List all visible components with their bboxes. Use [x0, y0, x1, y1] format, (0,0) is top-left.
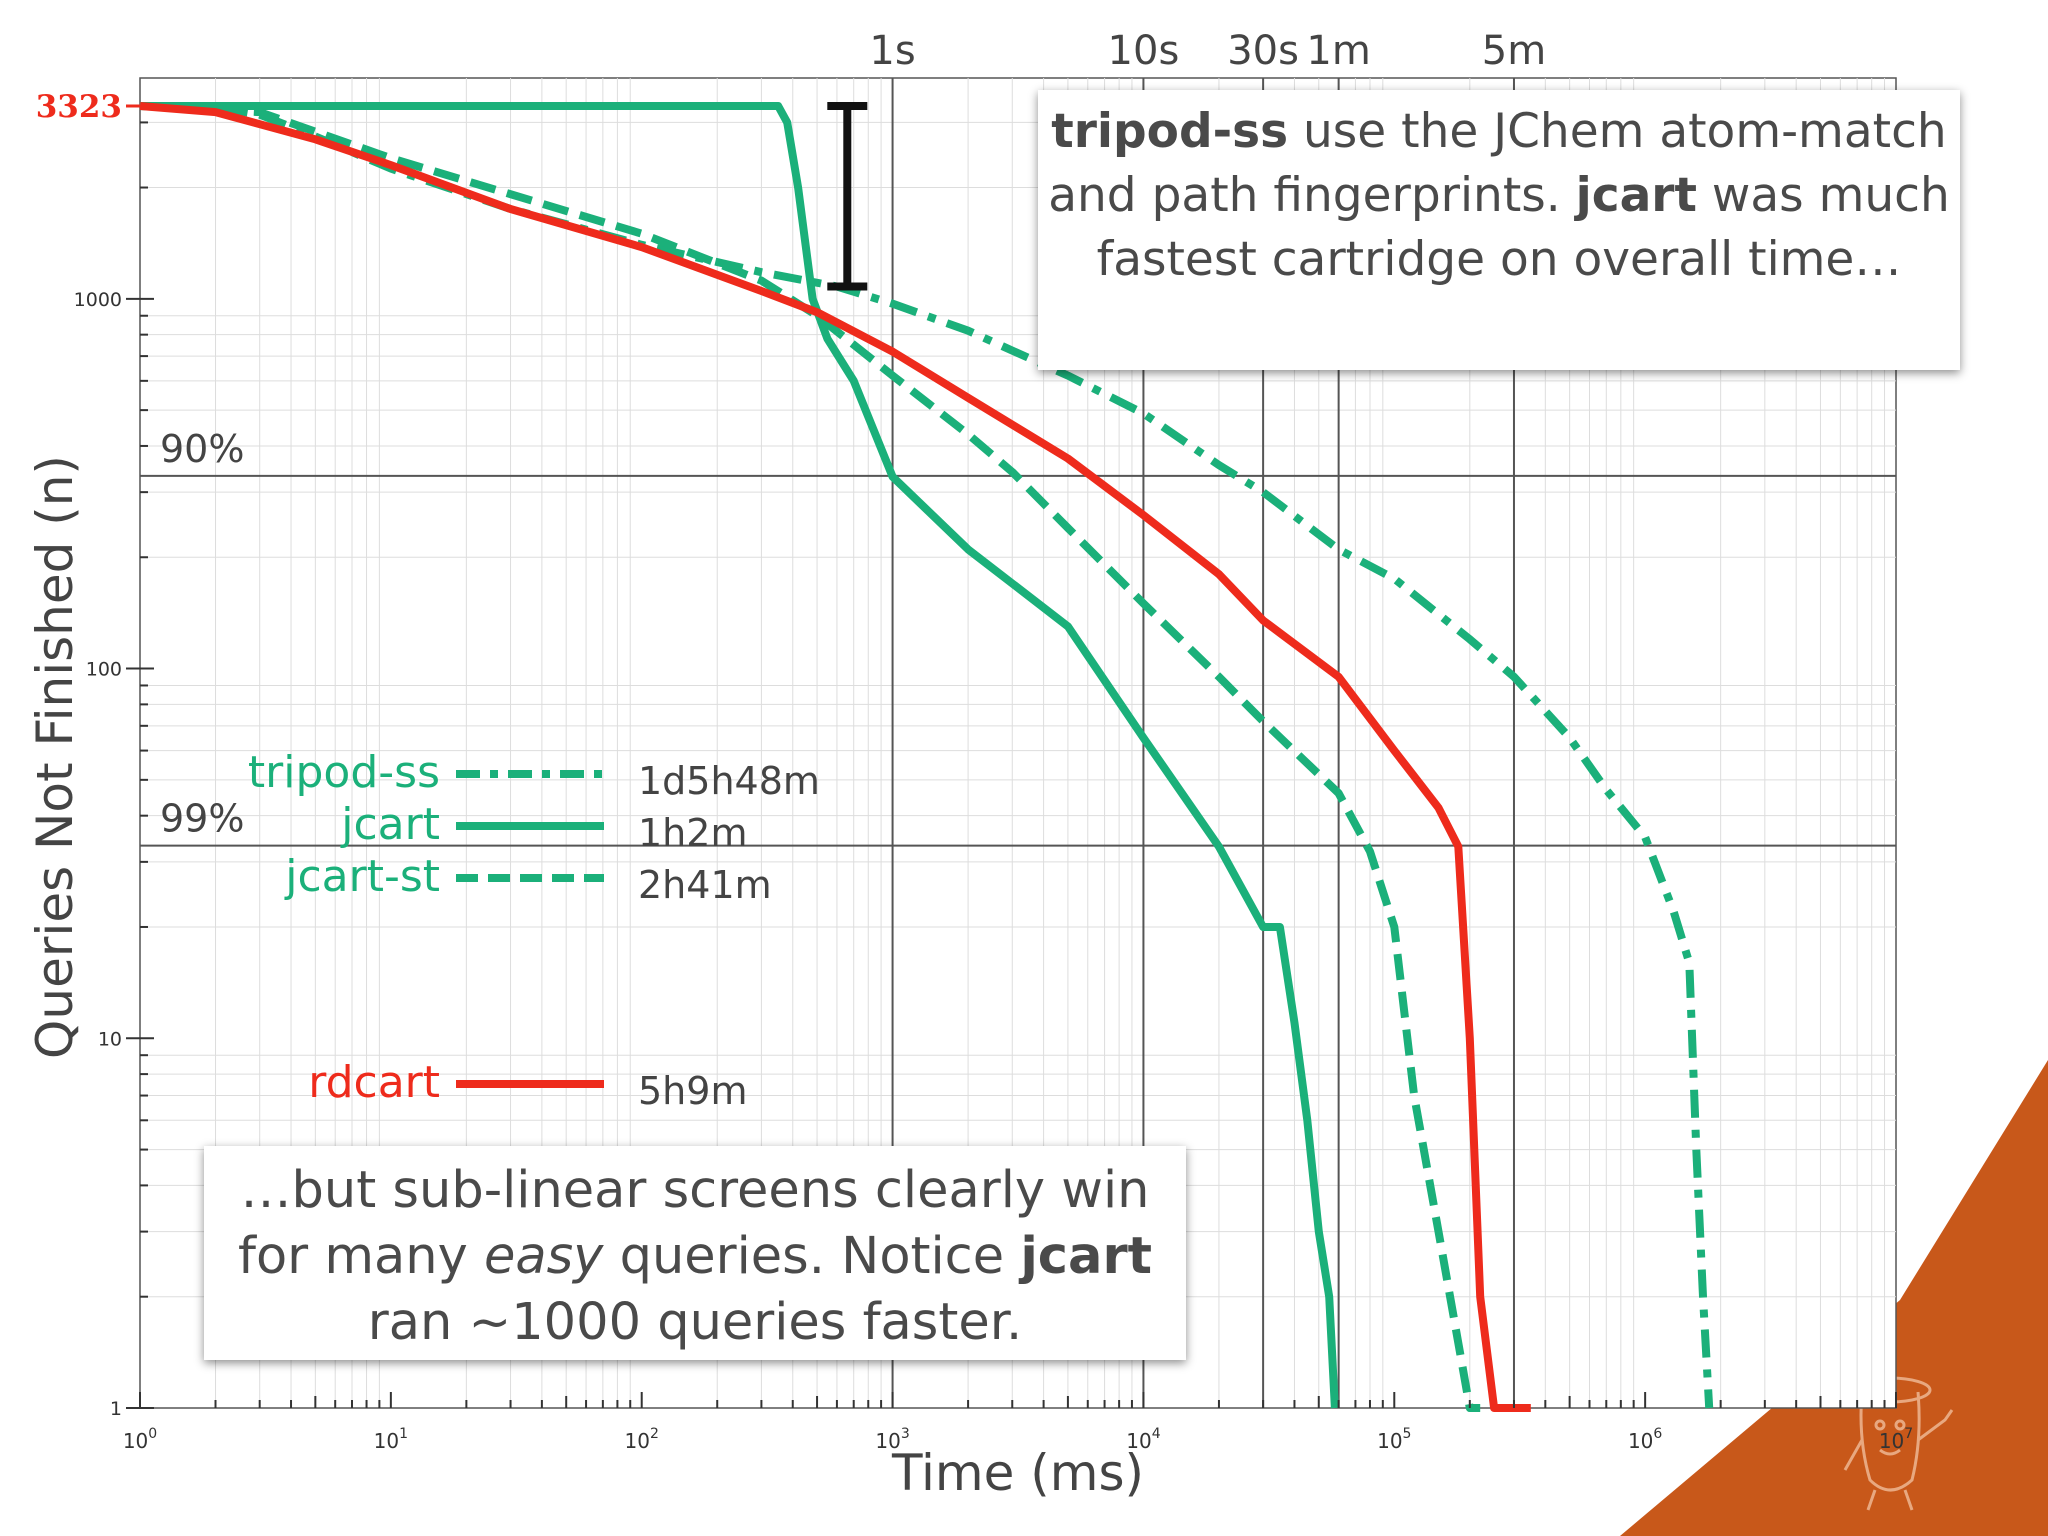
x-tick-label: 101: [374, 1426, 408, 1453]
annotation-bottom-italic: easy: [483, 1227, 604, 1286]
time-marker-label: 10s: [1108, 28, 1180, 74]
annotation-top: tripod-ss use the JChem atom-match and p…: [1038, 90, 1960, 370]
x-tick-label: 103: [875, 1426, 909, 1453]
y-top-label: 3323: [36, 89, 122, 125]
legend-total: 5h9m: [638, 1069, 747, 1113]
time-marker-label: 1m: [1306, 28, 1370, 74]
series-line-jcart: [140, 102, 1339, 1409]
legend-name: tripod-ss: [248, 747, 440, 798]
legend-name: rdcart: [308, 1057, 440, 1108]
annotation-bottom-bold: jcart: [1020, 1227, 1152, 1286]
legend-name: jcart: [340, 799, 440, 850]
legend-total: 1d5h48m: [638, 759, 820, 803]
x-tick-label: 105: [1377, 1426, 1411, 1453]
y-tick-label: 10: [98, 1028, 122, 1050]
annotation-bottom-text-2: queries. Notice: [603, 1227, 1021, 1286]
series-line-jcart-st: [139, 102, 1481, 1412]
time-marker-label: 30s: [1227, 28, 1299, 74]
annotation-top-bold-1: tripod-ss: [1051, 104, 1289, 159]
y-tick-label: 1000: [74, 289, 122, 311]
legend-name: jcart-st: [284, 851, 440, 902]
annotation-bottom: …but sub-linear screens clearly win for …: [204, 1146, 1186, 1360]
orange-background-shape: [1620, 1060, 2048, 1536]
annotation-bottom-text-3: ran ~1000 queries faster.: [367, 1293, 1023, 1352]
legend-total: 2h41m: [638, 863, 772, 907]
percent-label: 99%: [160, 797, 244, 841]
legend-total: 1h2m: [638, 811, 747, 855]
series-line-rdcart: [139, 102, 1531, 1412]
annotation-bottom-text-1: …but sub-linear screens clearly win for …: [237, 1161, 1150, 1286]
annotation-top-bold-2: jcart: [1575, 168, 1697, 223]
y-tick-label: 100: [86, 659, 122, 681]
x-axis-title: Time (ms): [891, 1444, 1144, 1502]
time-marker-label: 1s: [869, 28, 915, 74]
time-marker-label: 5m: [1482, 28, 1546, 74]
y-tick-label: 1: [110, 1398, 122, 1420]
x-tick-label: 100: [123, 1426, 157, 1453]
annotation-top-text-2: was much fastest cartridge on overall ti…: [1096, 168, 1950, 287]
y-axis-title: Queries Not Finished (n): [26, 455, 84, 1059]
x-tick-label: 106: [1628, 1426, 1662, 1453]
x-tick-label: 107: [1879, 1426, 1913, 1453]
annotation-top-text-1: use the JChem atom-match and path finger…: [1048, 104, 1947, 223]
percent-label: 90%: [160, 427, 244, 471]
x-tick-label: 104: [1126, 1426, 1160, 1453]
x-tick-label: 102: [625, 1426, 659, 1453]
